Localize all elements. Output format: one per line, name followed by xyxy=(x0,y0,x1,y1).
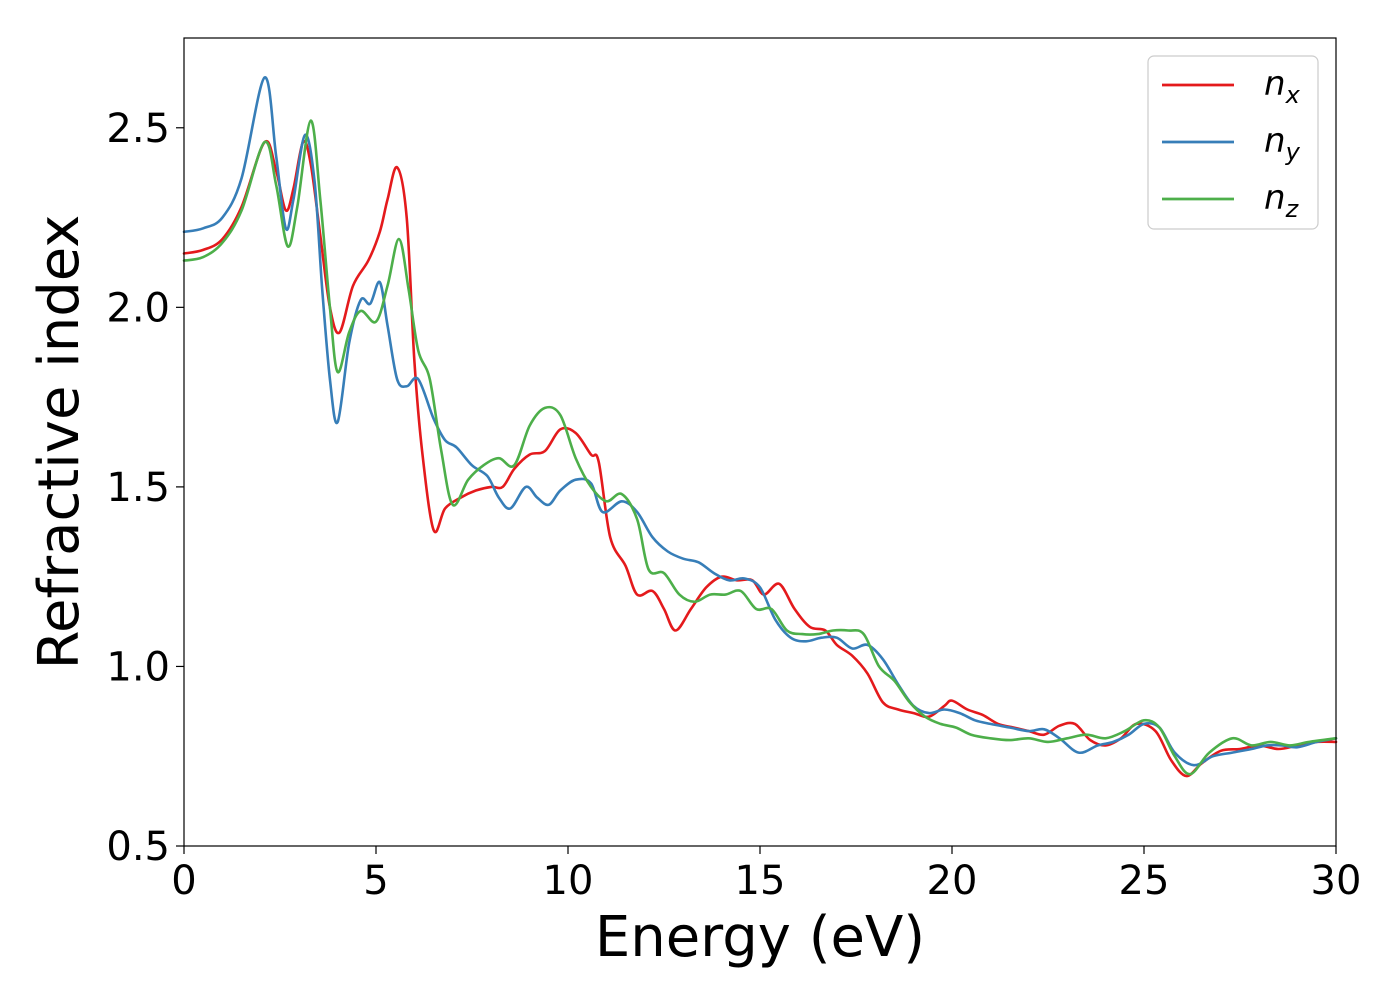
legend-label-y: ny xyxy=(1264,121,1301,166)
y-tick-label: 2.0 xyxy=(106,285,170,331)
series-line-y xyxy=(182,76,1338,767)
x-tick-label: 30 xyxy=(1311,858,1362,904)
x-tick-label: 0 xyxy=(171,858,196,904)
y-tick-label: 0.5 xyxy=(106,824,170,870)
x-axis-ticks: 0 5 10 15 20 25 30 xyxy=(171,846,1361,904)
legend: nx ny nz xyxy=(1147,55,1319,230)
y-tick-label: 1.5 xyxy=(106,465,170,511)
x-tick-label: 25 xyxy=(1119,858,1170,904)
x-tick-label: 20 xyxy=(927,858,978,904)
x-tick-label: 15 xyxy=(735,858,786,904)
legend-label-z: nz xyxy=(1264,178,1300,223)
series-layer xyxy=(182,76,1338,778)
series-line-z xyxy=(182,119,1338,776)
y-tick-label: 1.0 xyxy=(106,644,170,690)
series-line-x xyxy=(182,139,1338,778)
x-axis-title: Energy (eV) xyxy=(595,905,925,970)
x-tick-label: 10 xyxy=(543,858,594,904)
y-tick-label: 2.5 xyxy=(106,106,170,152)
x-tick-label: 5 xyxy=(363,858,388,904)
y-axis-title: Refractive index xyxy=(27,215,92,670)
y-axis-ticks: 0.5 1.0 1.5 2.0 2.5 xyxy=(106,106,184,870)
legend-label-x: nx xyxy=(1264,64,1301,109)
